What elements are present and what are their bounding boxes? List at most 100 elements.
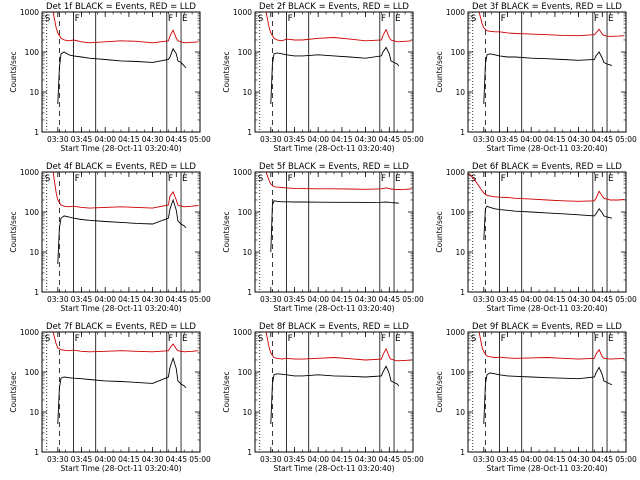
marker-letter: S [471,14,477,24]
x-tick-label: 04:45 [165,455,187,464]
marker-letter: F [168,14,173,24]
x-tick-label: 04:00 [307,295,329,304]
y-tick-label: 100 [25,48,40,57]
marker-letter: F [381,334,386,344]
series-lld-line [475,11,625,37]
plot-frame [254,11,414,133]
y-tick-label: 1000 [20,168,39,177]
marker-letter: F [288,334,293,344]
x-axis-label: Start Time (28-Oct-11 03:20:40) [60,464,181,473]
marker-letter: F [75,174,80,184]
y-axis-label: Counts/sec [9,51,18,92]
series-events-line [270,365,400,425]
x-axis-label-start: (28-Oct-11 03:20:40) [528,464,608,473]
y-tick-label: 1 [460,288,465,297]
x-axis-label-start: (28-Oct-11 03:20:40) [528,144,608,153]
x-tick-label: 03:45 [284,455,306,464]
y-tick-label: 1000 [20,328,39,337]
y-axis-label: Counts/sec [222,371,231,412]
y-axis-label: Counts/sec [435,211,444,252]
x-tick-label: 04:00 [307,135,329,144]
x-tick-label: 03:45 [71,455,93,464]
x-tick-label: 04:15 [331,135,353,144]
marker-letter: F [168,174,173,184]
marker-letter: E [608,334,614,344]
y-tick-label: 1000 [233,328,252,337]
x-tick-label: 04:15 [544,135,566,144]
x-tick-label: 04:00 [94,295,116,304]
x-tick-label: 04:00 [520,135,542,144]
x-axis-label-prefix: Start Time [60,144,99,153]
x-tick-label: 03:45 [284,295,306,304]
x-tick-label: 03:30 [260,135,282,144]
marker-letter: F [501,174,506,184]
x-tick-label: 04:30 [355,295,377,304]
x-tick-label: 04:30 [355,455,377,464]
x-tick-label: 03:30 [473,295,495,304]
x-tick-label: 04:45 [591,295,613,304]
marker-letter: E [608,174,614,184]
y-tick-label: 100 [25,368,40,377]
x-tick-label: 04:45 [165,295,187,304]
y-axis-label: Counts/sec [222,211,231,252]
y-tick-label: 1000 [233,8,252,17]
x-axis-label: Start Time (28-Oct-11 03:20:40) [273,144,394,153]
x-tick-label: 03:45 [497,295,519,304]
x-axis-label-prefix: Start Time [60,464,99,473]
x-axis-label-start: (28-Oct-11 03:20:40) [102,304,182,313]
marker-letter: S [258,14,264,24]
panel-title: Det 1f BLACK = Events, RED = LLD [46,2,196,12]
x-axis-label: Start Time (28-Oct-11 03:20:40) [486,464,607,473]
x-tick-label: 03:30 [47,135,69,144]
x-tick-label: 04:00 [307,455,329,464]
plot-frame [467,331,627,453]
y-tick-label: 10 [29,88,39,97]
x-tick-label: 03:30 [260,295,282,304]
x-tick-label: 05:00 [189,295,211,304]
y-tick-label: 10 [242,408,252,417]
x-axis-label-prefix: Start Time [273,464,312,473]
x-tick-label: 03:30 [473,455,495,464]
x-tick-label: 04:30 [142,455,164,464]
y-tick-label: 1 [34,288,39,297]
marker-letter: S [258,174,264,184]
x-tick-label: 04:00 [94,455,116,464]
x-tick-label: 05:00 [189,455,211,464]
y-tick-label: 1 [460,128,465,137]
marker-letter: F [594,334,599,344]
x-axis-label-prefix: Start Time [486,144,525,153]
x-tick-label: 04:15 [118,135,140,144]
x-tick-label: 04:15 [331,295,353,304]
marker-letter: E [395,174,401,184]
y-tick-label: 100 [451,368,466,377]
y-tick-label: 100 [451,48,466,57]
y-tick-label: 100 [451,208,466,217]
y-tick-label: 100 [238,208,253,217]
x-tick-label: 04:30 [568,135,590,144]
marker-letter: F [381,174,386,184]
y-tick-label: 10 [455,88,465,97]
x-axis-label: Start Time (28-Oct-11 03:20:40) [273,304,394,313]
y-tick-label: 10 [29,248,39,257]
x-tick-label: 04:15 [544,455,566,464]
marker-letter: F [168,334,173,344]
x-tick-label: 03:45 [71,295,93,304]
x-axis-label-prefix: Start Time [273,304,312,313]
x-tick-label: 04:00 [520,455,542,464]
x-tick-label: 03:45 [497,455,519,464]
y-tick-label: 100 [25,208,40,217]
y-axis-label: Counts/sec [435,51,444,92]
y-tick-label: 10 [455,408,465,417]
x-tick-label: 04:30 [568,295,590,304]
marker-letter: E [608,14,614,24]
x-tick-label: 04:30 [142,135,164,144]
marker-letter: F [381,14,386,24]
y-tick-label: 100 [238,48,253,57]
y-tick-label: 1000 [446,8,465,17]
panel-title: Det 5f BLACK = Events, RED = LLD [259,162,409,172]
x-axis-label-start: (28-Oct-11 03:20:40) [315,144,395,153]
